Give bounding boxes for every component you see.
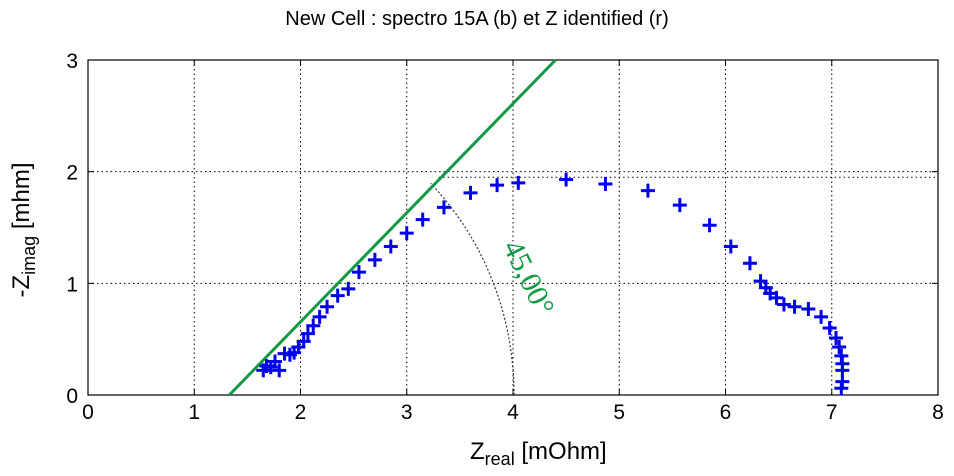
data-point: [787, 299, 802, 314]
y-tick-label: 1: [66, 273, 78, 296]
data-point: [672, 198, 687, 213]
x-tick-label: 1: [188, 401, 200, 424]
data-point: [559, 172, 574, 187]
data-point: [822, 321, 837, 335]
data-point: [367, 252, 382, 267]
data-point: [300, 326, 315, 341]
data-point: [490, 178, 505, 193]
chart-title: New Cell : spectro 15A (b) et Z identifi…: [285, 8, 669, 30]
x-axis-label: Zreal [mOhm]: [470, 438, 607, 469]
data-point: [268, 354, 282, 369]
data-point: [776, 297, 791, 312]
data-point: [312, 309, 327, 324]
data-point: [640, 183, 655, 198]
data-point: [769, 290, 784, 305]
data-point: [832, 339, 847, 354]
data-point: [415, 212, 430, 227]
angle-arc: [430, 182, 515, 396]
data-point: [436, 200, 451, 215]
data-point: [814, 309, 829, 324]
fit-line: [228, 58, 557, 397]
data-point: [351, 265, 366, 280]
y-tick-label: 0: [66, 385, 78, 408]
data-point: [272, 363, 287, 378]
x-tick-label: 8: [932, 401, 944, 424]
data-point: [834, 381, 849, 396]
data-point: [723, 239, 738, 254]
x-tick-label: 5: [613, 401, 625, 424]
y-tick-label: 3: [66, 50, 78, 73]
data-point: [383, 239, 398, 254]
data-point: [306, 318, 321, 333]
y-axis-label: -Zimag [mhm]: [8, 162, 39, 298]
data-point: [742, 256, 757, 271]
data-point: [320, 299, 335, 314]
x-tick-label: 0: [82, 401, 94, 424]
data-point: [399, 226, 414, 241]
x-tick-label: 7: [826, 401, 838, 424]
x-tick-label: 2: [295, 401, 307, 424]
x-tick-label: 6: [720, 401, 732, 424]
y-tick-label: 2: [66, 162, 78, 185]
data-point: [702, 218, 717, 233]
data-point: [463, 185, 478, 200]
data-point: [598, 176, 613, 191]
x-tick-label: 3: [401, 401, 413, 424]
data-point: [341, 281, 356, 296]
data-point: [330, 288, 345, 303]
data-point: [801, 302, 816, 317]
data-point: [511, 175, 526, 190]
data-point: [829, 331, 843, 346]
data-point: [296, 334, 311, 349]
x-tick-label: 4: [507, 401, 519, 424]
